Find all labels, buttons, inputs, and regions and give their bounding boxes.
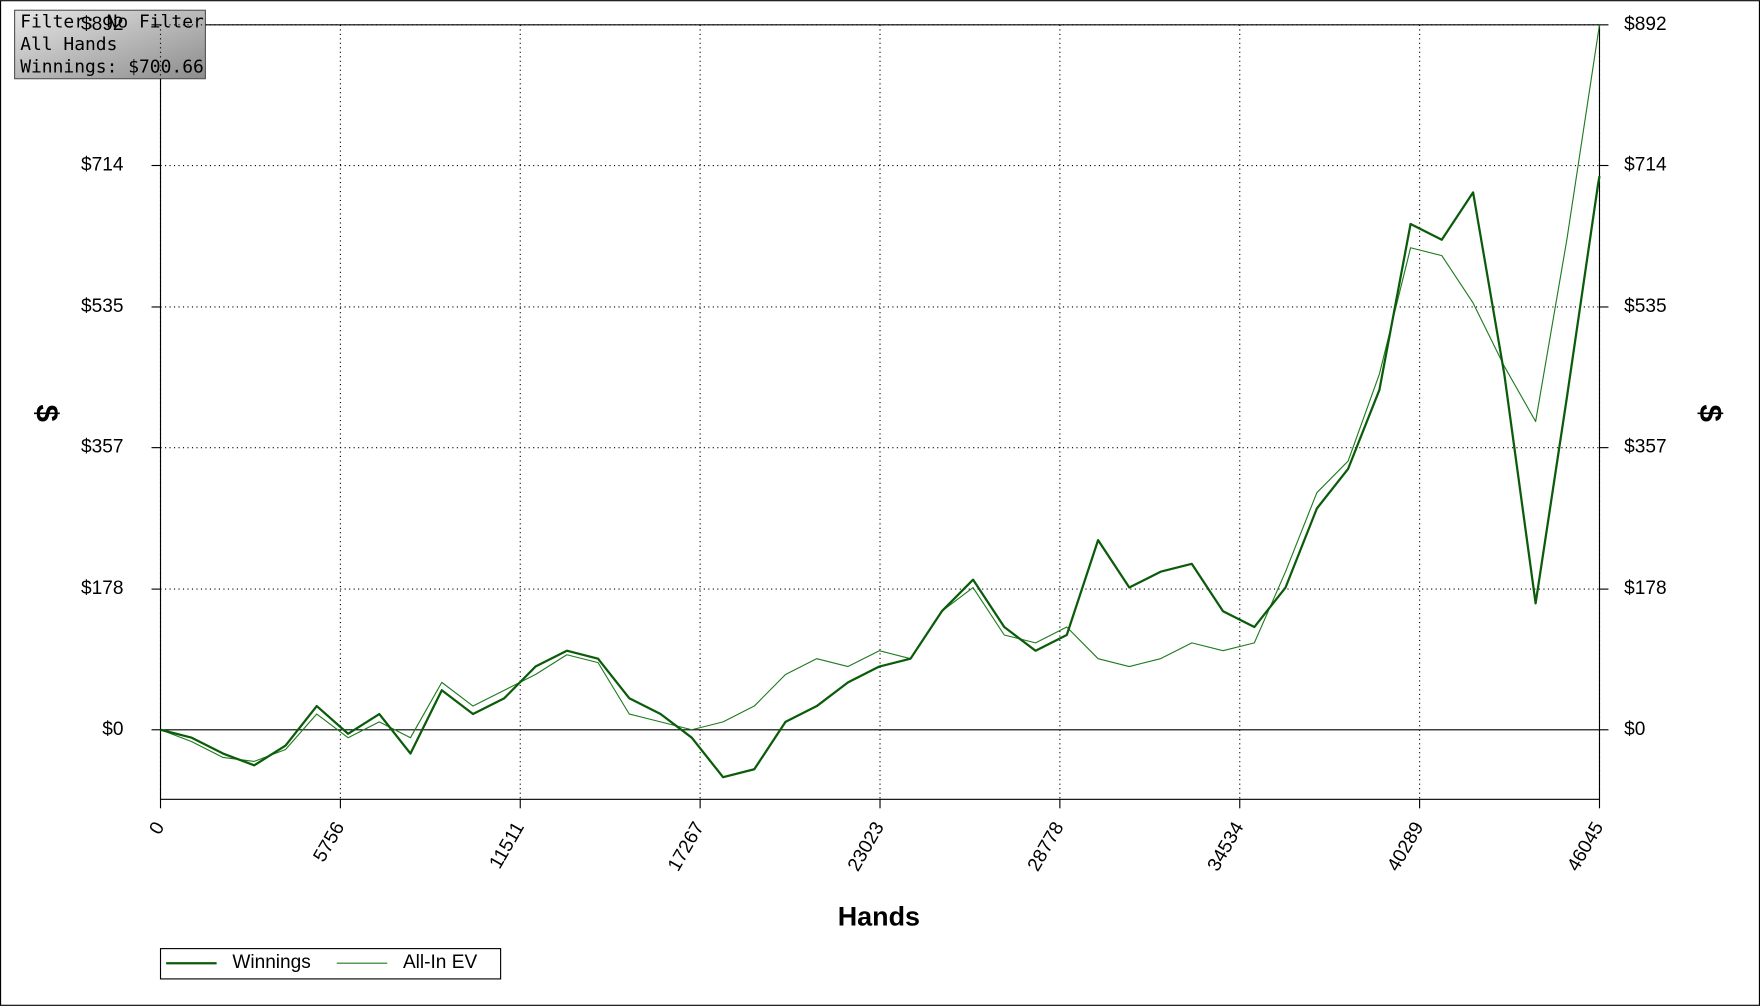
y-tick-label: $357 [81,437,123,458]
y-axis-label: $ [30,404,65,422]
y-tick-label: $0 [102,719,123,740]
y2-tick-label: $0 [1624,719,1645,740]
series-line [160,175,1601,779]
y2-tick-label: $892 [1624,14,1666,35]
legend-label: All-In EV [403,952,477,973]
y2-tick-label: $178 [1624,578,1666,599]
y2-tick-label: $357 [1624,437,1666,458]
y-tick-label: $535 [81,296,123,317]
y2-axis-label: $ [1693,404,1728,422]
info-line: Winnings: $700.66 [20,56,204,77]
legend: Winnings All-In EV [159,948,502,980]
y-tick-label: $714 [81,155,124,176]
legend-label: Winnings [232,952,310,973]
y2-tick-label: $535 [1624,296,1666,317]
x-axis-label: Hands [838,901,920,931]
y-tick-label: $892 [81,14,123,35]
y-tick-label: $178 [81,578,123,599]
info-background [14,9,206,80]
series-line [160,24,1601,762]
y2-tick-label: $714 [1624,155,1667,176]
info-line: All Hands [20,34,117,55]
info-line: Filter: No Filter [20,12,204,33]
legend-box [159,948,502,980]
